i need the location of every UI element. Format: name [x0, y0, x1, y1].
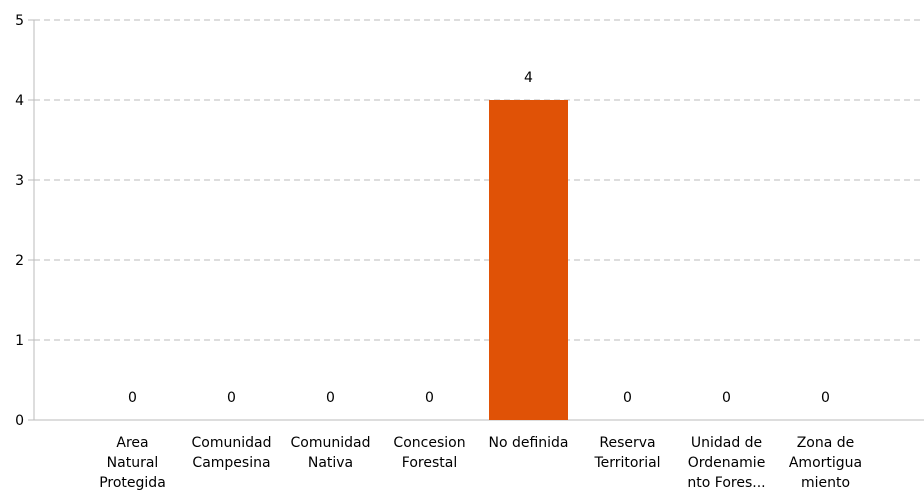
- category-label-line: Concesion: [393, 435, 465, 451]
- category-label-line: Amortigua: [789, 455, 862, 471]
- value-labels: 0 0 0 0 4 0 0 0: [128, 70, 830, 406]
- category-label-line: Ordenamie: [688, 455, 766, 471]
- category-label-line: Natural: [107, 455, 159, 471]
- y-tick-label: 3: [15, 173, 24, 189]
- category-label: Zona de Amortigua miento: [789, 435, 862, 491]
- data-label: 0: [326, 390, 335, 406]
- category-label-line: No definida: [488, 435, 568, 451]
- bars: [489, 100, 568, 420]
- data-label: 0: [227, 390, 236, 406]
- x-axis-labels: AreaNaturalProtegidaComunidadCampesinaCo…: [99, 435, 862, 491]
- category-label: Comunidad Campesina: [192, 435, 272, 471]
- category-label-line: Forestal: [402, 455, 457, 471]
- category-label-line: Unidad de: [691, 435, 762, 451]
- category-label-line: Area: [116, 435, 148, 451]
- y-tick-label: 0: [15, 413, 24, 429]
- category-label-line: Campesina: [192, 455, 270, 471]
- category-label-line: Comunidad: [291, 435, 371, 451]
- data-label: 0: [821, 390, 830, 406]
- category-label-line: Nativa: [308, 455, 353, 471]
- category-label: No definida: [488, 435, 568, 451]
- bar: [489, 100, 568, 420]
- data-label: 0: [128, 390, 137, 406]
- category-label: Reserva Territorial: [593, 435, 660, 471]
- category-label-line: Protegida: [99, 475, 166, 491]
- y-tick-label: 5: [15, 13, 24, 29]
- y-tick-label: 1: [15, 333, 24, 349]
- category-label-line: Territorial: [593, 455, 660, 471]
- category-label-line: nto Fores...: [687, 475, 765, 491]
- data-label: 0: [722, 390, 731, 406]
- category-label: Concesion Forestal: [393, 435, 465, 471]
- category-label-line: miento: [801, 475, 850, 491]
- category-label-line: Comunidad: [192, 435, 272, 451]
- data-label: 0: [425, 390, 434, 406]
- gridlines: [34, 19, 924, 341]
- y-axis: 0 1 2 3 4 5: [15, 13, 924, 429]
- data-label: 0: [623, 390, 632, 406]
- y-tick-label: 2: [15, 253, 24, 269]
- category-label-line: Reserva: [599, 435, 655, 451]
- category-label: Unidad de Ordenamie nto Fores...: [687, 435, 765, 491]
- category-label: Area Natural Protegida: [99, 435, 166, 491]
- y-tick-label: 4: [15, 93, 24, 109]
- category-label: Comunidad Nativa: [291, 435, 371, 471]
- category-label-line: Zona de: [797, 435, 855, 451]
- data-label: 4: [524, 70, 533, 86]
